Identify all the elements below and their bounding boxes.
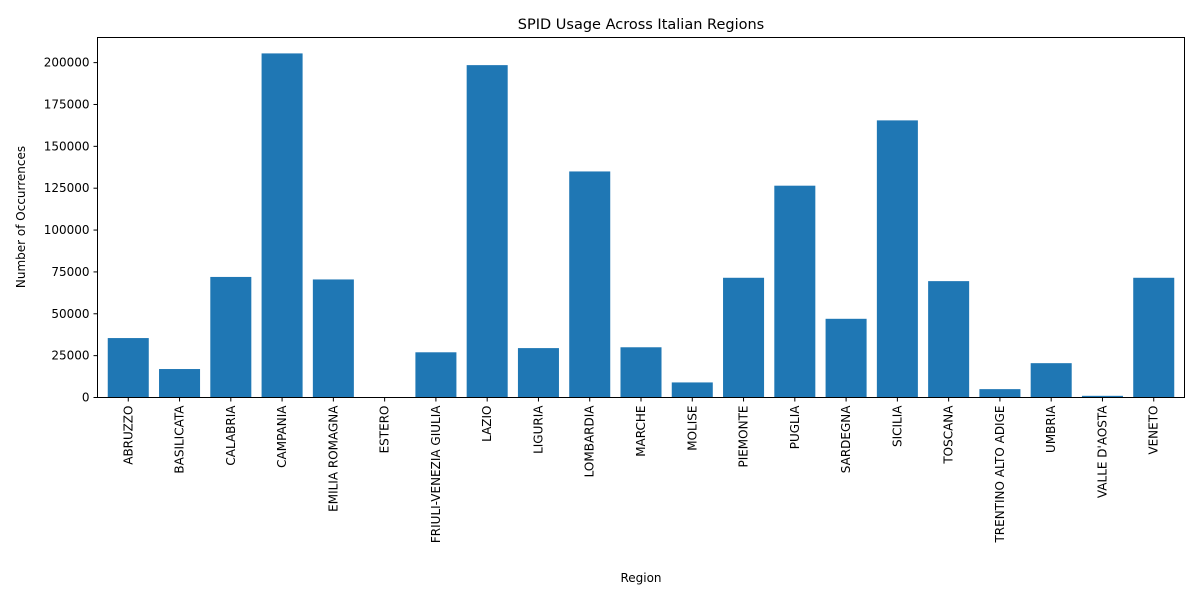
bar-basilicata (159, 369, 200, 397)
y-tick-label: 100000 (44, 223, 90, 237)
y-tick-label: 175000 (44, 97, 90, 111)
y-tick-label: 200000 (44, 56, 90, 70)
bar-trentino-alto-adige (979, 389, 1020, 397)
x-tick-label: EMILIA ROMAGNA (326, 405, 340, 512)
y-tick-label: 125000 (44, 181, 90, 195)
bar-calabria (210, 277, 251, 398)
x-tick-label: MOLISE (685, 406, 699, 451)
y-axis-ticks: 0 25000 50000 75000 100000 125000 150000 175000… (44, 56, 98, 405)
bar-umbria (1031, 363, 1072, 397)
x-tick-label: CAMPANIA (275, 405, 289, 468)
bar-lombardia (569, 171, 610, 397)
bars-group (108, 53, 1175, 397)
bar-sardegna (826, 319, 867, 398)
x-tick-label: VALLE D'AOSTA (1095, 405, 1109, 498)
x-axis-label: Region (620, 571, 661, 585)
x-tick-label: BASILICATA (173, 405, 187, 474)
x-axis-ticks: ABRUZZO BASILICATA CALABRIA CAMPANIA EMILIA … (121, 398, 1160, 544)
bar-lazio (467, 65, 508, 397)
bar-friuli-venezia-giulia (415, 352, 456, 397)
x-tick-label: MARCHE (634, 406, 648, 457)
y-tick-label: 75000 (51, 265, 89, 279)
y-tick-label: 0 (82, 391, 90, 405)
x-tick-label: PUGLIA (788, 405, 802, 450)
bar-liguria (518, 348, 559, 397)
x-tick-label: ABRUZZO (121, 406, 135, 465)
x-tick-label: SICILIA (890, 405, 904, 447)
x-tick-label: TRENTINO ALTO ADIGE (993, 405, 1007, 543)
y-axis-label: Number of Occurrences (14, 146, 28, 288)
bar-marche (620, 347, 661, 397)
x-tick-label: SARDEGNA (839, 405, 853, 473)
bar-piemonte (723, 278, 764, 398)
x-tick-label: VENETO (1147, 406, 1161, 455)
chart-title: SPID Usage Across Italian Regions (518, 17, 764, 33)
bar-campania (262, 53, 303, 397)
x-tick-label: LAZIO (480, 406, 494, 442)
x-tick-label: PIEMONTE (737, 406, 751, 468)
y-tick-label: 25000 (51, 349, 89, 363)
plot-frame (98, 38, 1185, 398)
x-tick-label: CALABRIA (224, 405, 238, 466)
y-tick-label: 50000 (51, 307, 89, 321)
bar-sicilia (877, 120, 918, 397)
bar-toscana (928, 281, 969, 397)
y-tick-label: 150000 (44, 139, 90, 153)
bar-emilia-romagna (313, 279, 354, 397)
bar-veneto (1133, 278, 1174, 398)
x-tick-label: FRIULI-VENEZIA GIULIA (429, 405, 443, 543)
x-tick-label: LOMBARDIA (583, 405, 597, 478)
bar-abruzzo (108, 338, 149, 397)
x-tick-label: UMBRIA (1044, 405, 1058, 453)
bar-molise (672, 382, 713, 397)
x-tick-label: ESTERO (378, 406, 392, 454)
x-tick-label: LIGURIA (531, 405, 545, 454)
bar-puglia (774, 186, 815, 398)
x-tick-label: TOSCANA (942, 405, 956, 465)
